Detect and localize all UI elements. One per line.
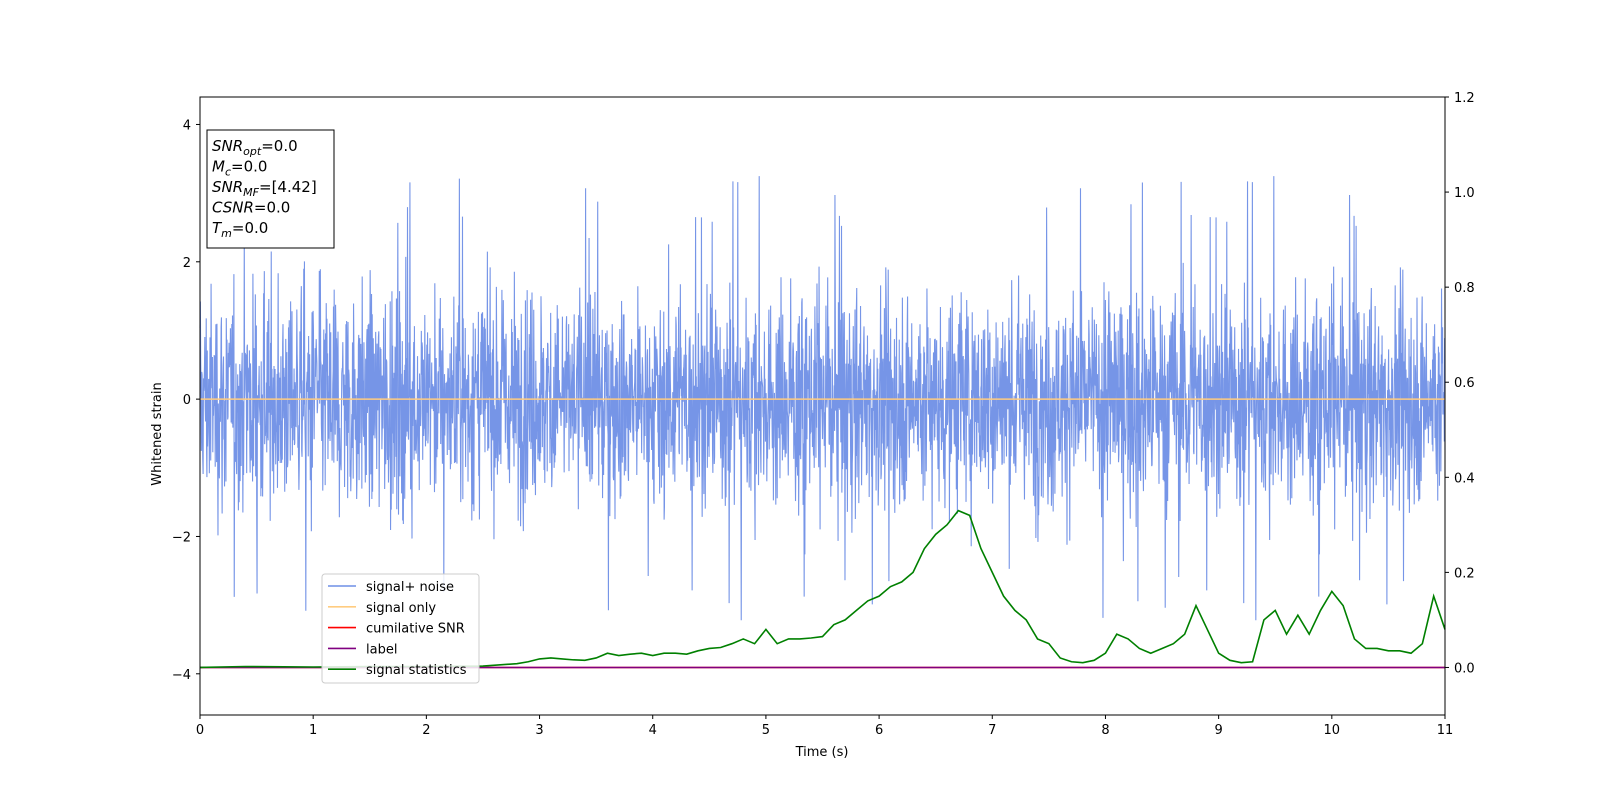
left-y-tick-label: 2 — [183, 256, 191, 271]
x-tick-label: 3 — [535, 723, 543, 738]
x-tick-label: 9 — [1214, 723, 1222, 738]
x-tick-label: 4 — [649, 723, 657, 738]
right-y-tick-label: 0.6 — [1454, 376, 1475, 391]
series-signal-noise-line — [199, 176, 1446, 621]
left-y-tick-label: 4 — [183, 118, 191, 133]
annotation-line: CSNR=0.0 — [212, 199, 290, 217]
annotation-box-frame — [206, 129, 335, 249]
legend: signal+ noise signal only cumilative SNR la… — [321, 573, 480, 684]
right-y-tick-label: 1.0 — [1454, 186, 1475, 201]
x-tick-label: 2 — [422, 723, 430, 738]
left-y-tick-label: −4 — [172, 668, 191, 683]
legend-entry-label: signal+ noise — [366, 580, 454, 595]
annotation-line: SNRopt=0.0 — [212, 137, 298, 158]
left-y-tick-label: 0 — [183, 393, 191, 408]
plot-frame — [199, 96, 1446, 716]
series-signal-statistics-line — [199, 509, 1446, 669]
x-tick-label: 1 — [309, 723, 317, 738]
x-tick-label: 8 — [1101, 723, 1109, 738]
legend-entry-label: signal statistics — [366, 663, 467, 678]
x-tick-label: 11 — [1437, 723, 1454, 738]
annotation-line: Tm=0.0 — [212, 219, 268, 240]
x-tick-label: 6 — [875, 723, 883, 738]
right-y-axis-ticks: 0.0 0.2 0.4 0.6 0.8 1.0 1.2 — [1445, 91, 1475, 676]
y-axis-label: Whitened strain — [150, 382, 165, 485]
legend-frame — [321, 573, 480, 684]
right-y-tick-label: 0.0 — [1454, 661, 1475, 676]
right-y-tick-label: 0.4 — [1454, 471, 1475, 486]
x-axis-label: Time (s) — [795, 745, 849, 760]
left-y-axis-ticks: −4 −2 0 2 4 — [172, 118, 200, 683]
x-axis-ticks: 0 1 2 3 4 5 6 7 8 9 10 11 — [196, 715, 1453, 738]
x-tick-label: 7 — [988, 723, 996, 738]
x-tick-label: 5 — [762, 723, 770, 738]
legend-entry-label: cumilative SNR — [366, 622, 465, 637]
legend-entry-label: signal only — [366, 601, 436, 616]
left-y-tick-label: −2 — [172, 530, 191, 545]
x-tick-label: 10 — [1324, 723, 1341, 738]
right-y-tick-label: 0.2 — [1454, 566, 1475, 581]
x-tick-label: 0 — [196, 723, 204, 738]
right-y-tick-label: 1.2 — [1454, 91, 1475, 106]
annotation-line: Mc=0.0 — [212, 158, 267, 179]
annotation-line: SNRMF=[4.42] — [212, 178, 317, 199]
legend-entry-label: label — [366, 642, 397, 657]
right-y-tick-label: 0.8 — [1454, 281, 1475, 296]
